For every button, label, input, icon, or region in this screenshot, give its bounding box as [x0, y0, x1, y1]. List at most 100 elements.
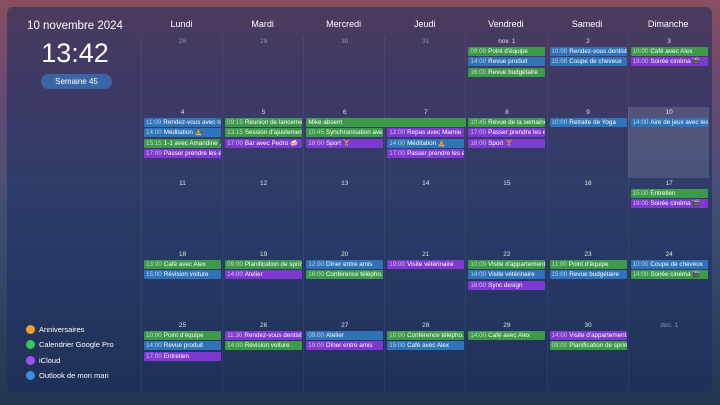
- day-number: déc. 1: [660, 322, 678, 329]
- event-time: 11:00: [551, 260, 567, 268]
- day-cell: 30 14:00 Visite d'appartement 09:00 Planific…: [546, 320, 628, 391]
- day-number: 24: [665, 251, 673, 258]
- event-time: 09:00: [227, 260, 243, 268]
- event-title: Dîner entre amis: [325, 342, 373, 349]
- event: 17:00 Entretien: [144, 351, 221, 361]
- day-cell: 7 12:00 Repas avec Marnie 14:00 Méditation 🧘…: [384, 107, 465, 178]
- event-title: Visite vétérinaire: [407, 260, 454, 268]
- day-cell: 19 09:00 Planification de sprint 14:00 Ateli…: [222, 249, 303, 320]
- event: 15:00 Entretien: [630, 188, 708, 198]
- event: 09:15 Réunion de lancement: [225, 117, 303, 127]
- event: 14:00 Visite vétérinaire: [468, 270, 546, 279]
- event: Mike absent: [306, 117, 467, 127]
- day-cell: 31: [384, 36, 465, 107]
- event: 15:00 Révision voiture: [144, 270, 221, 279]
- event-title: Révision voiture: [163, 271, 209, 278]
- event: 11:00 Rendez-vous avec n...: [144, 117, 221, 127]
- event-title: Réunion de lancement: [244, 118, 303, 126]
- day-cell: 13: [303, 178, 384, 249]
- day-number: 15: [503, 180, 511, 187]
- event: 16:00 Revue budgétaire: [468, 67, 546, 77]
- weekday-header: Lundi: [170, 19, 193, 29]
- event: 13:00 Café avec Alex: [144, 259, 221, 269]
- day-number: 18: [178, 251, 187, 258]
- event-title: Dîner entre amis: [325, 260, 373, 268]
- event: 10:00 Café avec Alex: [630, 46, 708, 56]
- event: 18:00 Sport 🏋: [306, 138, 384, 148]
- event: 10:45 Revue de la semaine: [468, 117, 546, 127]
- event-title: Retraite de Yoga: [569, 118, 616, 126]
- event-title: Passer prendre les e...: [488, 129, 546, 136]
- event-time: 15:15: [146, 139, 162, 147]
- event-title: Atelier: [325, 331, 344, 339]
- event: 19:00 Dîner entre amis: [306, 341, 384, 350]
- day-cell: 25 10:00 Point d'équipe 14:00 Revue produit 1…: [141, 320, 222, 391]
- event-title: Mike absent: [308, 118, 343, 126]
- event-title: Bar avec Pedro 🍻: [244, 139, 298, 147]
- event-time: 12:00: [389, 129, 406, 136]
- day-number: 4: [180, 109, 185, 116]
- day-cell: 26 11:30 Rendez-vous dentiste 14:00 Révision…: [222, 320, 303, 391]
- event: 09:00 Point d'équipe: [468, 46, 546, 56]
- event-title: Point d'équipe: [488, 47, 528, 55]
- event: 14:00 Revue produit: [468, 57, 546, 66]
- day-number: 13: [341, 180, 349, 187]
- day-number: 6: [342, 109, 347, 116]
- event-time: 13:15: [227, 129, 243, 136]
- day-cell: déc. 1: [627, 320, 709, 391]
- event-title: Révision voiture: [244, 342, 290, 349]
- event-title: Sport 🏋: [325, 139, 351, 147]
- event: 15:15 1-1 avec Amandine 👩‍💻: [144, 138, 221, 148]
- event: 12:00 Repas avec Marnie: [387, 128, 465, 137]
- day-number: 8: [505, 109, 509, 116]
- event-time: 10:45: [470, 118, 487, 126]
- event-time: 17:00: [227, 139, 243, 147]
- weekday-header: Mardi: [251, 19, 274, 29]
- legend-label: Calendrier Google Pro: [39, 340, 114, 350]
- event: 13:15 Session d'ajustement: [225, 128, 303, 137]
- event-title: Aire de jeux avec les...: [650, 118, 708, 126]
- day-number: 10: [665, 109, 673, 116]
- event-time: 17:00: [146, 150, 162, 157]
- day-cell: 27 09:00 Atelier 19:00 Dîner entre amis: [303, 320, 384, 391]
- day-cell: 14: [384, 178, 465, 249]
- event-title: Sport 🏋: [488, 139, 513, 147]
- event-title: Rendez-vous dentiste: [244, 331, 303, 339]
- event-title: Planification de sprint: [569, 342, 627, 349]
- event: 11:00 Point d'équipe: [549, 259, 627, 269]
- event: 14:00 Méditation 🧘: [144, 128, 221, 137]
- event: 10:00 Retraite de Yoga: [549, 117, 627, 127]
- event: 14:00 Aire de jeux avec les...: [630, 117, 708, 127]
- day-number: 28: [422, 322, 430, 329]
- day-number: 17: [665, 180, 673, 187]
- legend-label: iCloud: [39, 355, 61, 365]
- event-title: Passer prendre les e...: [407, 150, 465, 157]
- day-cell: 15: [465, 178, 546, 249]
- event: 19:00 Soirée cinéma 🎬: [630, 199, 708, 208]
- event-time: 09:15: [227, 118, 243, 126]
- day-cell: 30: [303, 36, 384, 107]
- day-number: 27: [341, 322, 349, 329]
- day-number: 28: [178, 38, 187, 45]
- event-time: 19:00: [308, 342, 324, 349]
- event-time: 14:00: [146, 342, 162, 349]
- event: 17:00 Bar avec Pedro 🍻: [225, 138, 303, 148]
- day-cell: 24 10:00 Coupe de cheveux 14:00 Soirée ciném…: [627, 249, 709, 320]
- event-time: 16:00: [308, 271, 324, 278]
- event-time: 10:00: [632, 47, 649, 55]
- event-title: Planification de sprint: [244, 260, 303, 268]
- legend-dot: [26, 355, 35, 365]
- event-title: Soirée cinéma 🎬: [650, 200, 701, 207]
- event: 19:00 Soirée cinéma 🎬: [630, 57, 708, 66]
- day-number: nov. 1: [498, 38, 516, 45]
- event-time: 11:30: [227, 331, 243, 339]
- event: 09:00 Atelier: [306, 330, 384, 340]
- event-title: Passer prendre les e...: [163, 150, 221, 157]
- event-time: 09:00: [308, 331, 324, 339]
- event-time: 15:00: [146, 271, 162, 278]
- event-time: 19:00: [632, 200, 649, 207]
- event-title: Atelier: [244, 271, 263, 278]
- legend-dot: [26, 340, 35, 350]
- event: 14:00 Soirée cinéma 🎬: [630, 270, 708, 279]
- event: 10:00 Rendez-vous dentiste: [549, 46, 627, 56]
